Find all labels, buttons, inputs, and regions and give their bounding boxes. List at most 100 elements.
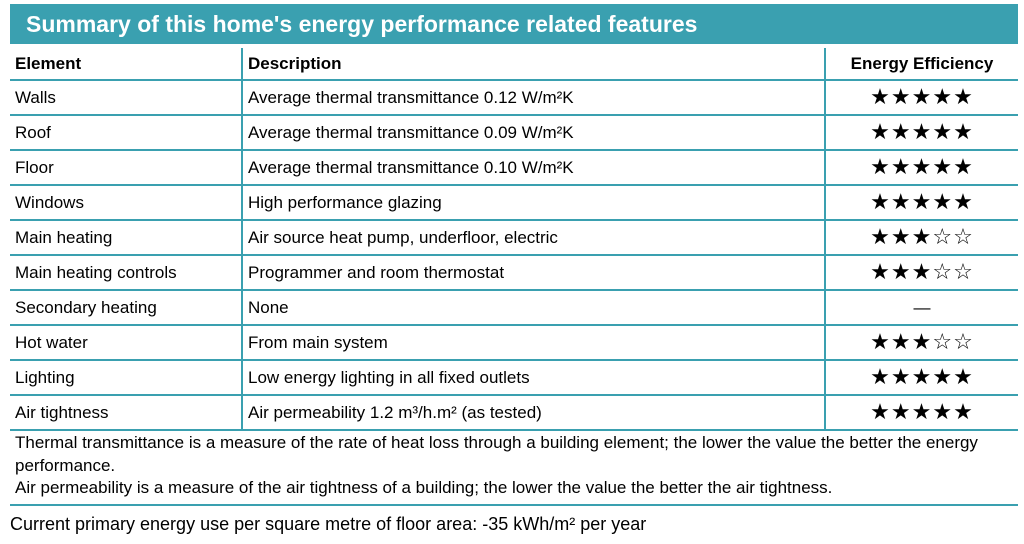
star-empty-icon: ☆ bbox=[953, 330, 974, 355]
star-filled-icon: ★ bbox=[911, 85, 933, 110]
star-filled-icon: ★ bbox=[953, 400, 974, 425]
star-filled-icon: ★ bbox=[911, 155, 933, 180]
efficiency-cell: ★★★★★ bbox=[824, 150, 1018, 186]
star-filled-icon: ★ bbox=[890, 155, 912, 180]
element-cell: Main heating bbox=[10, 220, 242, 256]
description-cell: Air permeability 1.2 m³/h.m² (as tested) bbox=[241, 395, 825, 431]
header-description: Description bbox=[241, 48, 825, 81]
star-filled-icon: ★ bbox=[911, 330, 933, 355]
description-cell: Average thermal transmittance 0.12 W/m²K bbox=[241, 80, 825, 116]
table-row: Walls Average thermal transmittance 0.12 … bbox=[10, 80, 1018, 116]
element-cell: Main heating controls bbox=[10, 255, 242, 291]
table-row: Lighting Low energy lighting in all fixed… bbox=[10, 360, 1018, 396]
star-filled-icon: ★ bbox=[870, 260, 891, 285]
star-empty-icon: ☆ bbox=[932, 225, 954, 250]
star-rating: ★★★★★ bbox=[870, 85, 974, 110]
star-filled-icon: ★ bbox=[890, 400, 912, 425]
table-row: Secondary heating None — bbox=[10, 290, 1018, 326]
element-cell: Floor bbox=[10, 150, 242, 186]
efficiency-cell: ★★★☆☆ bbox=[824, 255, 1018, 291]
star-rating: ★★★☆☆ bbox=[870, 330, 974, 355]
table-body: Walls Average thermal transmittance 0.12 … bbox=[10, 80, 1018, 431]
star-empty-icon: ☆ bbox=[953, 260, 974, 285]
star-filled-icon: ★ bbox=[890, 330, 912, 355]
star-filled-icon: ★ bbox=[932, 85, 954, 110]
star-rating: ★★★☆☆ bbox=[870, 225, 974, 250]
efficiency-cell: ★★★☆☆ bbox=[824, 325, 1018, 361]
element-cell: Walls bbox=[10, 80, 242, 116]
element-cell: Hot water bbox=[10, 325, 242, 361]
star-filled-icon: ★ bbox=[932, 365, 954, 390]
star-rating: ★★★★★ bbox=[870, 155, 974, 180]
star-filled-icon: ★ bbox=[870, 225, 891, 250]
star-filled-icon: ★ bbox=[890, 85, 912, 110]
star-filled-icon: ★ bbox=[911, 190, 933, 215]
description-cell: Programmer and room thermostat bbox=[241, 255, 825, 291]
star-rating: ★★★★★ bbox=[870, 365, 974, 390]
table-row: Air tightness Air permeability 1.2 m³/h.m… bbox=[10, 395, 1018, 431]
star-filled-icon: ★ bbox=[953, 155, 974, 180]
star-empty-icon: ☆ bbox=[953, 225, 974, 250]
star-filled-icon: ★ bbox=[890, 120, 912, 145]
description-cell: High performance glazing bbox=[241, 185, 825, 221]
star-filled-icon: ★ bbox=[870, 85, 891, 110]
star-filled-icon: ★ bbox=[870, 400, 891, 425]
star-filled-icon: ★ bbox=[870, 330, 891, 355]
star-filled-icon: ★ bbox=[890, 365, 912, 390]
table-row: Windows High performance glazing ★★★★★ bbox=[10, 185, 1018, 221]
table-header-row: Element Description Energy Efficiency bbox=[10, 48, 1018, 81]
star-filled-icon: ★ bbox=[932, 400, 954, 425]
star-filled-icon: ★ bbox=[911, 260, 933, 285]
star-rating: ★★★☆☆ bbox=[870, 260, 974, 285]
description-cell: Average thermal transmittance 0.10 W/m²K bbox=[241, 150, 825, 186]
efficiency-cell: ★★★★★ bbox=[824, 360, 1018, 396]
primary-energy-use: Current primary energy use per square me… bbox=[10, 514, 647, 534]
star-filled-icon: ★ bbox=[953, 120, 974, 145]
table-row: Hot water From main system ★★★☆☆ bbox=[10, 325, 1018, 361]
star-empty-icon: ☆ bbox=[932, 260, 954, 285]
description-cell: Low energy lighting in all fixed outlets bbox=[241, 360, 825, 396]
table-row: Roof Average thermal transmittance 0.09 W… bbox=[10, 115, 1018, 151]
star-rating: ★★★★★ bbox=[870, 400, 974, 425]
element-cell: Secondary heating bbox=[10, 290, 242, 326]
star-filled-icon: ★ bbox=[911, 120, 933, 145]
element-cell: Air tightness bbox=[10, 395, 242, 431]
star-filled-icon: ★ bbox=[870, 365, 891, 390]
star-filled-icon: ★ bbox=[890, 260, 912, 285]
star-filled-icon: ★ bbox=[932, 155, 954, 180]
star-filled-icon: ★ bbox=[890, 190, 912, 215]
star-filled-icon: ★ bbox=[870, 120, 891, 145]
star-rating: ★★★★★ bbox=[870, 190, 974, 215]
star-filled-icon: ★ bbox=[953, 190, 974, 215]
element-cell: Lighting bbox=[10, 360, 242, 396]
header-energy-efficiency: Energy Efficiency bbox=[824, 48, 1018, 81]
efficiency-cell: ★★★☆☆ bbox=[824, 220, 1018, 256]
star-filled-icon: ★ bbox=[911, 225, 933, 250]
star-filled-icon: ★ bbox=[911, 400, 933, 425]
efficiency-cell: ★★★★★ bbox=[824, 185, 1018, 221]
efficiency-cell: — bbox=[824, 290, 1018, 326]
note-thermal-transmittance: Thermal transmittance is a measure of th… bbox=[15, 433, 978, 475]
features-table: Element Description Energy Efficiency Wa… bbox=[10, 48, 1018, 431]
table-row: Main heating controls Programmer and room… bbox=[10, 255, 1018, 291]
efficiency-cell: ★★★★★ bbox=[824, 395, 1018, 431]
star-filled-icon: ★ bbox=[870, 190, 891, 215]
page-title: Summary of this home's energy performanc… bbox=[26, 11, 698, 37]
star-filled-icon: ★ bbox=[953, 365, 974, 390]
element-cell: Roof bbox=[10, 115, 242, 151]
efficiency-cell: ★★★★★ bbox=[824, 115, 1018, 151]
description-cell: Average thermal transmittance 0.09 W/m²K bbox=[241, 115, 825, 151]
star-filled-icon: ★ bbox=[911, 365, 933, 390]
table-row: Floor Average thermal transmittance 0.10 … bbox=[10, 150, 1018, 186]
notes: Thermal transmittance is a measure of th… bbox=[15, 432, 1015, 500]
star-filled-icon: ★ bbox=[932, 190, 954, 215]
star-empty-icon: ☆ bbox=[932, 330, 954, 355]
divider bbox=[10, 504, 1018, 506]
header-element: Element bbox=[10, 48, 242, 81]
star-rating: ★★★★★ bbox=[870, 120, 974, 145]
description-cell: From main system bbox=[241, 325, 825, 361]
star-filled-icon: ★ bbox=[870, 155, 891, 180]
no-rating-dash: — bbox=[913, 297, 931, 317]
title-bar: Summary of this home's energy performanc… bbox=[10, 4, 1018, 44]
element-cell: Windows bbox=[10, 185, 242, 221]
